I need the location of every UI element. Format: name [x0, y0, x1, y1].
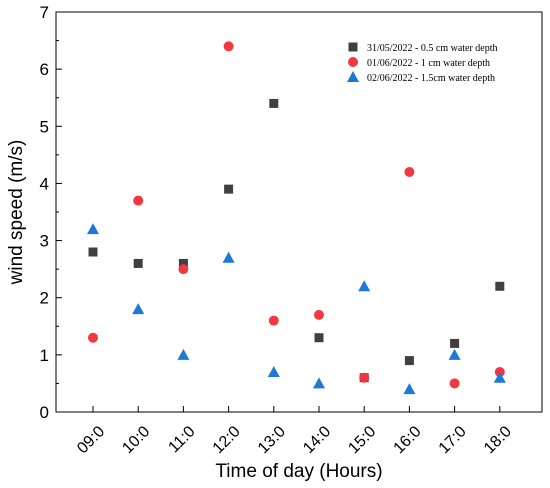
x-tick-label: 17:0: [436, 423, 470, 457]
triangle-data-point: [132, 303, 145, 315]
legend-label: 02/06/2022 - 1.5cm water depth: [367, 73, 495, 84]
circle-data-point: [314, 309, 324, 320]
circle-data-point: [449, 378, 460, 389]
circle-data-point: [88, 332, 98, 343]
circle-data-point: [178, 264, 189, 275]
triangle-data-point: [403, 383, 416, 395]
square-data-point: [133, 258, 143, 268]
legend-marker-square: [348, 42, 358, 52]
y-tick-label: 1: [40, 346, 49, 365]
legend-marker-triangle: [347, 71, 359, 82]
plot-frame: [55, 11, 543, 413]
x-axis-title: Time of day (Hours): [215, 461, 382, 482]
triangle-data-point: [222, 251, 235, 263]
y-tick-label: 4: [40, 174, 49, 193]
legend-label: 31/05/2022 - 0.5 cm water depth: [367, 43, 498, 54]
circle-data-point: [223, 41, 234, 52]
x-tick-label: 10:0: [119, 423, 153, 457]
legend-label: 01/06/2022 - 1 cm water depth: [367, 58, 490, 69]
triangle-data-point: [267, 366, 280, 377]
triangle-data-point: [87, 223, 99, 235]
triangle-data-point: [177, 348, 190, 360]
legend-marker-circle: [348, 57, 358, 67]
x-axis: 09:0 10:0 11:0 12:0 13:0 14:0 15:0 16:0 17:0 18:0: [74, 406, 515, 457]
x-tick-label: 09:0: [74, 423, 108, 457]
x-tick-label: 15:0: [345, 423, 379, 457]
square-data-point: [178, 258, 188, 268]
legend: 31/05/2022 - 0.5 cm water depth 01/06/202…: [347, 42, 498, 84]
y-tick-label: 6: [40, 60, 49, 79]
plot-area-border: [55, 11, 543, 413]
y-axis: 0 1 2 3 4 5 6 7: [40, 3, 62, 422]
y-tick-label: 0: [40, 403, 49, 422]
circle-data-point: [268, 315, 279, 326]
x-tick-label: 16:0: [391, 423, 425, 457]
data-points: [87, 41, 506, 395]
y-tick-label: 2: [40, 289, 49, 308]
series-1: [88, 98, 505, 383]
x-tick-label: 18:0: [481, 423, 515, 457]
circle-data-point: [133, 195, 144, 206]
x-tick-label: 12:0: [210, 423, 244, 457]
y-tick-label: 5: [40, 117, 49, 136]
triangle-data-point: [313, 377, 325, 389]
triangle-data-point: [493, 371, 506, 383]
circle-data-point: [359, 372, 370, 383]
square-data-point: [314, 333, 324, 343]
x-tick-label: 13:0: [255, 423, 289, 457]
circle-data-point: [404, 167, 415, 177]
square-data-point: [495, 281, 505, 291]
triangle-data-point: [448, 348, 461, 360]
square-data-point: [88, 247, 98, 257]
x-tick-label: 11:0: [165, 423, 198, 456]
square-data-point: [269, 98, 279, 108]
y-tick-label: 3: [40, 232, 49, 251]
x-tick-label: 14:0: [300, 423, 334, 457]
triangle-data-point: [358, 280, 371, 292]
square-data-point: [450, 338, 460, 348]
series-3: [87, 223, 506, 395]
y-axis-title: wind speed (m/s): [6, 140, 27, 286]
square-data-point: [404, 356, 414, 366]
series-2: [88, 41, 505, 389]
square-data-point: [224, 184, 234, 194]
y-tick-label: 7: [40, 3, 49, 22]
